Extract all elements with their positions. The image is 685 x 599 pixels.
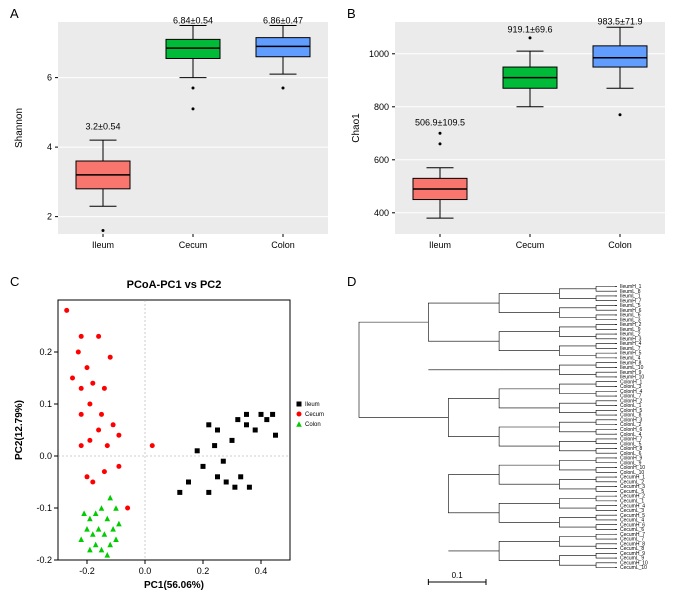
svg-text:0.4: 0.4	[255, 566, 268, 576]
panel-c-svg: PCoA-PC1 vs PC2 -0.2 0.0 0.2 0.4 -0.2 -0.1 0.0 0…	[8, 272, 338, 592]
svg-text:Cecum: Cecum	[179, 240, 208, 250]
svg-text:506.9±109.5: 506.9±109.5	[415, 117, 465, 127]
svg-text:Shannon: Shannon	[14, 108, 25, 148]
svg-text:400: 400	[374, 208, 389, 218]
panel-c-label: C	[10, 274, 19, 289]
svg-text:2: 2	[47, 212, 52, 222]
svg-text:6: 6	[47, 73, 52, 83]
svg-text:PC2(12.79%): PC2(12.79%)	[14, 400, 25, 460]
svg-text:3.2±0.54: 3.2±0.54	[86, 122, 121, 132]
svg-text:983.5±71.9: 983.5±71.9	[598, 17, 643, 27]
panel-b: B 400 600 800 1000 506.9±109.5 Ileum 919.1±69.…	[345, 4, 675, 264]
svg-text:6.86±0.47: 6.86±0.47	[263, 16, 303, 26]
svg-text:Ileum: Ileum	[92, 240, 114, 250]
panel-b-svg: 400 600 800 1000 506.9±109.5 Ileum 919.1±69.6 C…	[345, 4, 675, 264]
svg-text:Chao1: Chao1	[351, 113, 362, 143]
svg-text:4: 4	[47, 142, 52, 152]
svg-text:Cecum: Cecum	[305, 412, 324, 418]
panel-a: A 2 4 6 3.2±0.54 Ileum 6.84±0.54 Cecum 6.86±0.4…	[8, 4, 338, 264]
svg-text:PC1(56.06%): PC1(56.06%)	[144, 580, 204, 591]
panel-a-label: A	[10, 6, 19, 21]
panel-d-label: D	[347, 274, 356, 289]
svg-text:-0.2: -0.2	[79, 566, 95, 576]
svg-text:6.84±0.54: 6.84±0.54	[173, 16, 213, 26]
panel-c: C PCoA-PC1 vs PC2 -0.2 0.0 0.2 0.4 -0.2 -0.1 0.…	[8, 272, 338, 592]
panel-d-svg: IleumH_1IleumL_8IleumL_1IleumH_7IleumL_5…	[345, 272, 675, 592]
svg-text:-0.2: -0.2	[36, 555, 52, 565]
svg-text:Ileum: Ileum	[305, 402, 320, 408]
svg-text:0.2: 0.2	[197, 566, 210, 576]
svg-text:1000: 1000	[369, 49, 389, 59]
svg-text:0.1: 0.1	[39, 399, 52, 409]
panel-d: D IleumH_1IleumL_8IleumL_1IleumH_7IleumL…	[345, 272, 675, 592]
svg-text:Colon: Colon	[608, 240, 632, 250]
svg-text:0.1: 0.1	[452, 571, 464, 580]
svg-text:800: 800	[374, 102, 389, 112]
svg-text:0.2: 0.2	[39, 347, 52, 357]
svg-text:Ileum: Ileum	[429, 240, 451, 250]
svg-text:600: 600	[374, 155, 389, 165]
svg-text:Colon: Colon	[305, 422, 321, 428]
svg-text:-0.1: -0.1	[36, 503, 52, 513]
panel-a-svg: 2 4 6 3.2±0.54 Ileum 6.84±0.54 Cecum 6.86±0.47 C…	[8, 4, 338, 264]
svg-text:919.1±69.6: 919.1±69.6	[508, 25, 553, 35]
svg-text:0.0: 0.0	[39, 451, 52, 461]
svg-text:PCoA-PC1 vs PC2: PCoA-PC1 vs PC2	[127, 279, 222, 291]
svg-text:Cecum: Cecum	[516, 240, 545, 250]
panel-b-label: B	[347, 6, 356, 21]
svg-text:0.0: 0.0	[139, 566, 152, 576]
svg-text:CecumL_10: CecumL_10	[620, 565, 647, 571]
svg-text:Colon: Colon	[271, 240, 295, 250]
